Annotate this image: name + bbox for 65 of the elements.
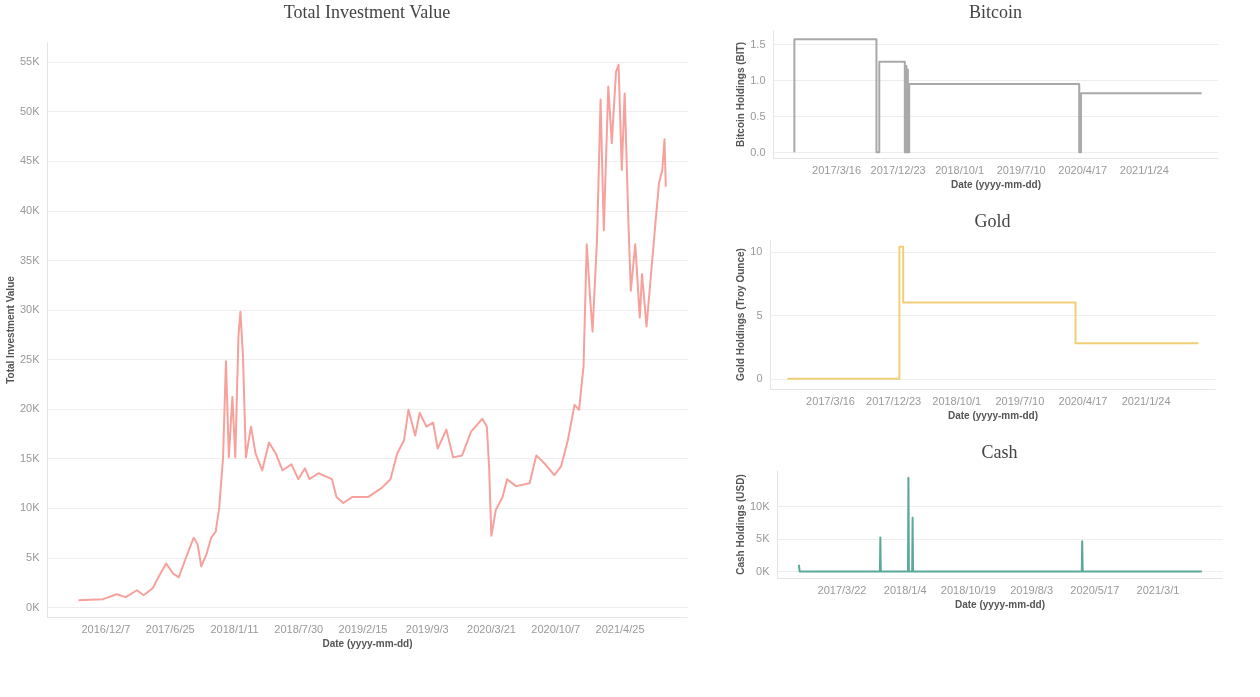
y-tick-label: 5K (756, 532, 771, 545)
y-tick-label: 1.5 (750, 37, 766, 50)
x-tick-label: 2020/5/17 (1070, 583, 1120, 596)
y-tick-label: 10 (750, 245, 763, 258)
x-tick-label: 2021/1/24 (1119, 163, 1169, 176)
x-tick-label: 2017/3/22 (817, 583, 867, 596)
y-tick-label: 0K (26, 600, 41, 613)
line-series (786, 245, 1200, 380)
chart-title: Gold (974, 211, 1011, 231)
y-axis-title: Bitcoin Holdings (BIT) (735, 42, 747, 147)
y-tick-label: 0K (756, 564, 771, 577)
y-tick-label: 0 (756, 372, 763, 385)
x-tick-label: 2020/10/7 (531, 622, 581, 635)
x-tick-label: 2020/4/17 (1058, 163, 1108, 176)
y-tick-label: 55K (19, 55, 41, 68)
x-tick-label: 2019/7/10 (996, 163, 1046, 176)
y-tick-label: 20K (19, 402, 41, 415)
x-tick-label: 2018/10/1 (935, 163, 985, 176)
x-axis-title: Date (yyyy-mm-dd) (954, 598, 1046, 610)
x-tick-label: 2018/1/11 (210, 622, 259, 635)
x-tick-label: 2016/12/7 (81, 622, 131, 635)
y-tick-label: 15K (19, 451, 41, 464)
x-tick-label: 2017/3/16 (812, 163, 862, 176)
y-tick-label: 40K (19, 204, 41, 217)
y-tick-label: 1.0 (750, 73, 766, 86)
x-axis-title: Date (yyyy-mm-dd) (322, 637, 413, 649)
x-tick-label: 2019/7/10 (995, 394, 1045, 407)
x-tick-label: 2017/3/16 (806, 394, 855, 407)
chart-title: Bitcoin (969, 2, 1022, 22)
line-series (797, 476, 1203, 573)
y-tick-label: 0.0 (750, 145, 766, 158)
x-axis-title: Date (yyyy-mm-dd) (950, 178, 1042, 190)
x-axis-title: Date (yyyy-mm-dd) (947, 409, 1039, 421)
x-tick-label: 2020/3/21 (467, 622, 516, 635)
x-tick-label: 2017/6/25 (145, 622, 195, 635)
x-tick-label: 2019/9/3 (405, 622, 449, 635)
x-tick-label: 2019/2/15 (338, 622, 388, 635)
x-tick-label: 2018/1/4 (883, 583, 927, 596)
y-axis-title: Total Investment Value (4, 275, 16, 384)
line-series (793, 38, 1203, 154)
y-tick-label: 5 (756, 308, 763, 321)
x-tick-label: 2018/7/30 (274, 622, 324, 635)
y-tick-label: 25K (19, 352, 41, 365)
x-tick-label: 2017/12/23 (866, 394, 922, 407)
y-axis-title: Cash Holdings (USD) (734, 474, 746, 575)
x-tick-label: 2021/1/24 (1121, 394, 1171, 407)
x-tick-label: 2021/4/25 (595, 622, 645, 635)
x-tick-label: 2020/4/17 (1058, 394, 1108, 407)
x-tick-label: 2018/10/19 (940, 583, 996, 596)
y-tick-label: 45K (19, 154, 41, 167)
line-series (77, 63, 667, 602)
y-tick-label: 50K (19, 104, 41, 117)
chart-title: Total Investment Value (283, 2, 451, 22)
y-tick-label: 10K (19, 501, 41, 514)
x-tick-label: 2018/10/1 (932, 394, 982, 407)
x-tick-label: 2021/3/1 (1136, 583, 1180, 596)
y-tick-label: 35K (19, 253, 41, 266)
y-tick-label: 5K (26, 551, 41, 564)
x-tick-label: 2017/12/23 (870, 163, 926, 176)
chart-title: Cash (981, 442, 1018, 462)
y-tick-label: 0.5 (750, 109, 766, 122)
x-tick-label: 2019/8/3 (1010, 583, 1054, 596)
y-tick-label: 10K (749, 499, 771, 512)
y-tick-label: 30K (19, 303, 41, 316)
y-axis-title: Gold Holdings (Troy Ounce) (735, 248, 747, 381)
